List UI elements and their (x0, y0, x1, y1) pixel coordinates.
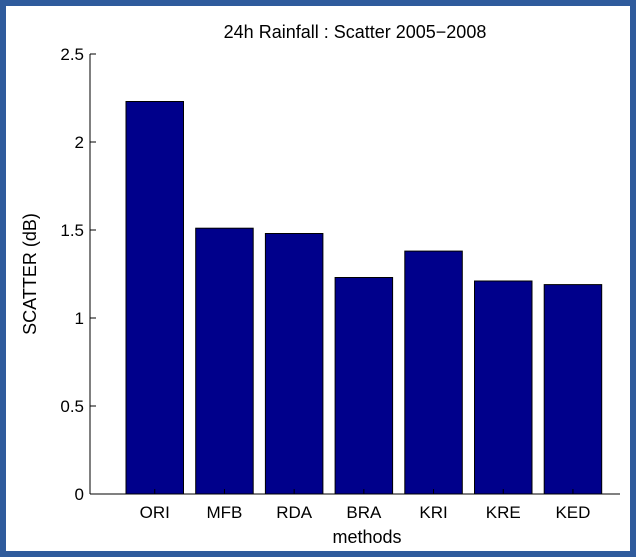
y-tick-label: 2.5 (60, 45, 84, 64)
y-tick-label: 2 (75, 133, 84, 152)
bar-ked (543, 284, 603, 495)
axes-group (89, 54, 620, 495)
bar-kri (404, 250, 463, 495)
y-tick-label: 0.5 (60, 397, 84, 416)
x-tick-label-kri: KRI (419, 503, 447, 522)
chart-title: 24h Rainfall : Scatter 2005−2008 (224, 22, 487, 42)
bar-chart: 24h Rainfall : Scatter 2005−2008 SCATTER… (20, 22, 620, 547)
x-tick-label-mfb: MFB (207, 503, 243, 522)
bar-mfb (195, 227, 254, 495)
bar-bra (334, 277, 394, 495)
x-tick-label-ori: ORI (140, 503, 170, 522)
x-tick-label-bra: BRA (346, 503, 382, 522)
x-axis-label: methods (332, 527, 401, 547)
bar-ori (125, 101, 184, 495)
y-tick-label: 1.5 (60, 221, 84, 240)
x-tick-label-rda: RDA (276, 503, 313, 522)
y-axis-label: SCATTER (dB) (20, 213, 40, 335)
bars-group: ORI MFB RDA BRA KRI KRE KED (125, 101, 603, 522)
bar-kre (474, 280, 533, 495)
y-tick-label: 0 (75, 485, 84, 504)
ticks-group: 0 0.5 1 1.5 2 2.5 (60, 45, 96, 504)
x-tick-label-ked: KED (555, 503, 590, 522)
bar-rda (264, 233, 324, 495)
y-tick-label: 1 (75, 309, 84, 328)
x-tick-label-kre: KRE (486, 503, 521, 522)
figure-panel: 24h Rainfall : Scatter 2005−2008 SCATTER… (6, 6, 630, 551)
